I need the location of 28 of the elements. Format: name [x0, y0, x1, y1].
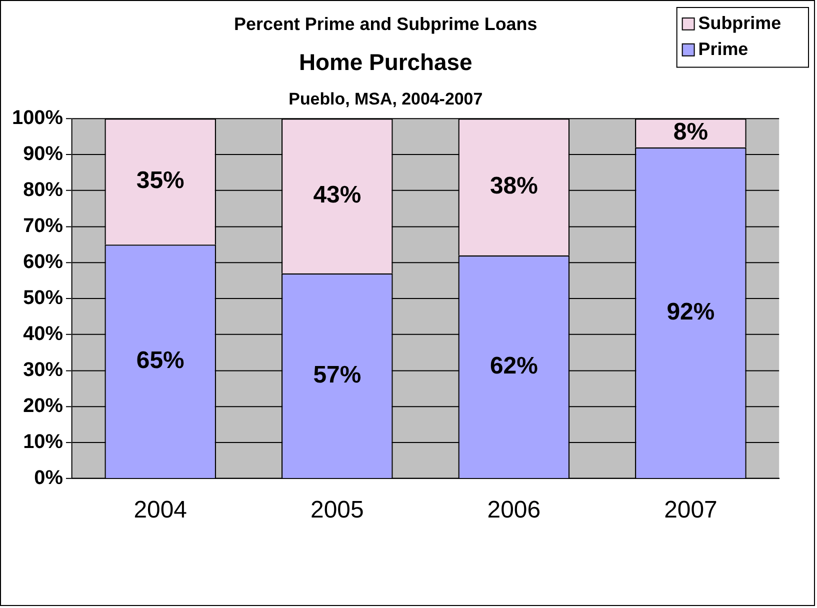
- x-tick-label: 2007: [664, 496, 718, 524]
- chart-subtitle: Home Purchase: [298, 49, 472, 76]
- y-tick-label: 100%: [12, 107, 64, 130]
- text: Pueblo, MSA, 2004-2007: [288, 89, 483, 108]
- data-label: 65%: [136, 346, 184, 374]
- data-label: 57%: [313, 361, 362, 388]
- data-label: 8%: [673, 118, 708, 146]
- x-tick-label: 2004: [134, 496, 187, 524]
- chart-title: Percent Prime and Subprime Loans: [234, 14, 538, 34]
- data-label: 43%: [313, 182, 362, 209]
- data-label: 35%: [136, 167, 184, 194]
- y-tick-label: 70%: [23, 215, 64, 238]
- y-tick-label: 90%: [23, 143, 64, 166]
- data-label: 92%: [666, 298, 715, 326]
- y-tick-label: 10%: [23, 431, 64, 454]
- y-tick-label: 60%: [23, 251, 64, 274]
- y-tick-label: 20%: [23, 395, 64, 418]
- y-tick-label: 80%: [23, 179, 64, 202]
- y-tick-label: 40%: [23, 323, 64, 346]
- legend-label: Prime: [698, 38, 748, 59]
- legend-label: Subprime: [698, 12, 782, 33]
- y-tick-label: 50%: [23, 287, 64, 310]
- x-tick-label: 2006: [487, 496, 541, 524]
- y-tick-label: 30%: [23, 359, 64, 382]
- y-tick-label: 0%: [34, 467, 64, 490]
- data-label: 62%: [490, 352, 538, 380]
- data-label: 38%: [490, 172, 538, 200]
- x-tick-label: 2005: [310, 496, 364, 524]
